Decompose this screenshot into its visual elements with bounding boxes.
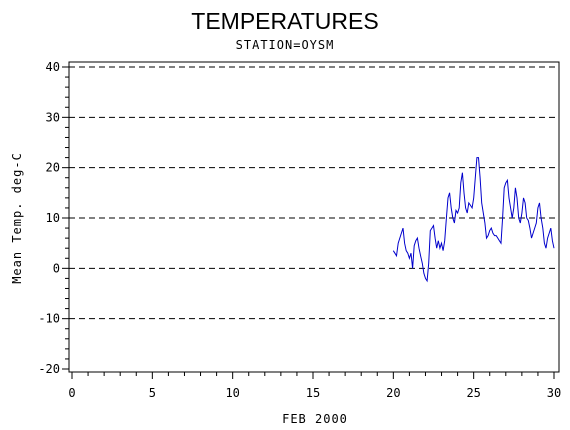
y-tick-label: -20 <box>38 362 60 376</box>
gridlines <box>69 66 559 320</box>
x-tick-label: 20 <box>386 386 400 400</box>
x-tick-label: 0 <box>68 386 75 400</box>
x-tick-label: 30 <box>547 386 561 400</box>
x-axis-label: FEB 2000 <box>282 412 348 426</box>
series-line <box>392 157 555 283</box>
y-tick-label: 20 <box>46 161 60 175</box>
y-tick-label: -10 <box>38 312 60 326</box>
chart-subtitle: STATION=OYSM <box>236 38 335 52</box>
plot-frame <box>68 61 560 373</box>
y-axis-label: Mean Temp. deg-C <box>10 152 24 284</box>
y-axis: -20 -10 0 10 20 30 40 <box>38 60 69 376</box>
x-tick-label: 5 <box>149 386 156 400</box>
y-tick-label: 40 <box>46 60 60 74</box>
y-tick-label: 0 <box>53 261 60 275</box>
chart-title: TEMPERATURES <box>191 8 378 34</box>
x-axis: 0 5 10 15 20 25 30 <box>68 372 561 400</box>
x-tick-label: 15 <box>306 386 320 400</box>
x-tick-label: 25 <box>466 386 480 400</box>
x-tick-label: 10 <box>225 386 239 400</box>
y-tick-label: 10 <box>46 211 60 225</box>
y-tick-label: 30 <box>46 110 60 124</box>
